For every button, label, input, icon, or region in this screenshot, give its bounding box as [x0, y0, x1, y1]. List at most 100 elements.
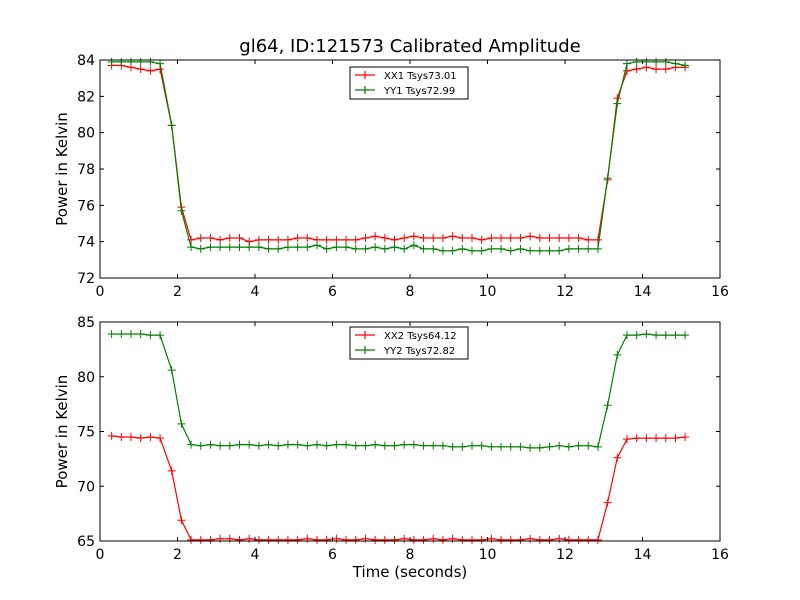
data-point: [506, 246, 515, 255]
data-point: [117, 432, 126, 441]
data-point: [458, 234, 467, 243]
data-point: [506, 234, 515, 243]
x-tick-label: 14: [634, 547, 652, 563]
x-tick-label: 4: [251, 284, 260, 300]
data-point: [681, 331, 690, 340]
x-tick-label: 8: [406, 547, 415, 563]
x-tick-label: 0: [96, 284, 105, 300]
data-point: [448, 442, 457, 451]
data-point: [545, 234, 554, 243]
data-point: [187, 235, 196, 244]
legend-swatch: [355, 71, 375, 79]
data-point: [136, 65, 145, 74]
data-point: [283, 440, 292, 449]
data-point: [187, 440, 196, 449]
data-point: [661, 65, 670, 74]
data-point: [652, 434, 661, 443]
legend-label: XX2 Tsys64.12: [384, 331, 457, 342]
data-point: [574, 441, 583, 450]
data-point: [564, 234, 573, 243]
data-point: [196, 535, 205, 544]
data-point: [380, 244, 389, 253]
data-point: [409, 232, 418, 241]
data-point: [332, 243, 341, 252]
data-point: [313, 241, 321, 250]
y-tick-label: 70: [77, 479, 95, 495]
data-point: [342, 535, 351, 544]
data-point: [254, 235, 263, 244]
data-point: [187, 243, 196, 252]
data-point: [564, 442, 573, 451]
data-point: [351, 235, 360, 244]
data-point: [681, 61, 690, 70]
data-point: [497, 535, 506, 544]
legend-box: [349, 66, 469, 100]
data-point: [535, 234, 544, 243]
data-point: [167, 366, 176, 375]
data-point: [419, 535, 428, 544]
data-point: [371, 440, 380, 449]
data-point: [545, 442, 554, 451]
data-point: [632, 57, 641, 66]
data-point: [429, 234, 438, 243]
data-point: [545, 246, 554, 255]
data-point: [526, 443, 535, 452]
x-tick-label: 12: [556, 547, 574, 563]
data-point: [506, 442, 515, 451]
data-point: [584, 235, 593, 244]
data-point: [516, 442, 525, 451]
data-point: [146, 57, 155, 66]
data-point: [526, 246, 535, 255]
legend-swatch: [355, 86, 375, 94]
data-point: [225, 243, 234, 252]
data-point: [167, 466, 176, 475]
data-point: [127, 57, 135, 66]
data-point: [117, 330, 126, 339]
data-point: [332, 235, 341, 244]
data-point: [477, 235, 486, 244]
data-point: [274, 535, 283, 544]
data-point: [254, 441, 263, 450]
x-tick-label: 2: [173, 547, 182, 563]
data-point: [603, 401, 612, 410]
x-tick-label: 0: [96, 547, 105, 563]
data-point: [535, 535, 544, 544]
y-tick-label: 80: [77, 370, 95, 386]
data-point: [400, 244, 409, 253]
data-point: [361, 234, 370, 243]
data-point: [487, 244, 496, 253]
data-point: [127, 330, 135, 339]
data-point: [322, 441, 331, 450]
data-point: [429, 441, 438, 450]
data-point: [390, 535, 399, 544]
data-point: [574, 244, 583, 253]
y-tick-label: 82: [77, 89, 95, 105]
data-point: [516, 244, 525, 253]
data-point: [555, 441, 564, 450]
data-point: [448, 246, 457, 255]
data-point: [642, 57, 651, 66]
data-point: [146, 331, 155, 340]
data-point: [458, 535, 467, 544]
data-point: [526, 232, 535, 241]
data-point: [390, 235, 399, 244]
data-point: [235, 535, 244, 544]
data-point: [264, 235, 273, 244]
data-point: [196, 244, 205, 253]
data-point: [632, 434, 641, 443]
data-point: [303, 441, 312, 450]
data-point: [642, 330, 651, 339]
data-point: [245, 243, 254, 252]
x-axis-label: Time (seconds): [352, 563, 468, 581]
data-point: [264, 440, 273, 449]
bottom-panel: 0 2 4 6 8 10 12 14 16 65 70 75 80 85 Power in Kelvin Ti…: [53, 315, 729, 581]
data-point: [177, 516, 186, 525]
data-point: [468, 535, 476, 544]
data-point: [303, 234, 312, 243]
top-panel: 0 2 4 6 8 10 12 14 16 72 74 76 78 80 82 84 gl64, ID:1215…: [53, 36, 729, 300]
data-point: [293, 440, 302, 449]
data-point: [574, 234, 583, 243]
data-point: [371, 243, 380, 252]
y-tick-label: 74: [77, 235, 95, 251]
data-point: [438, 441, 447, 450]
